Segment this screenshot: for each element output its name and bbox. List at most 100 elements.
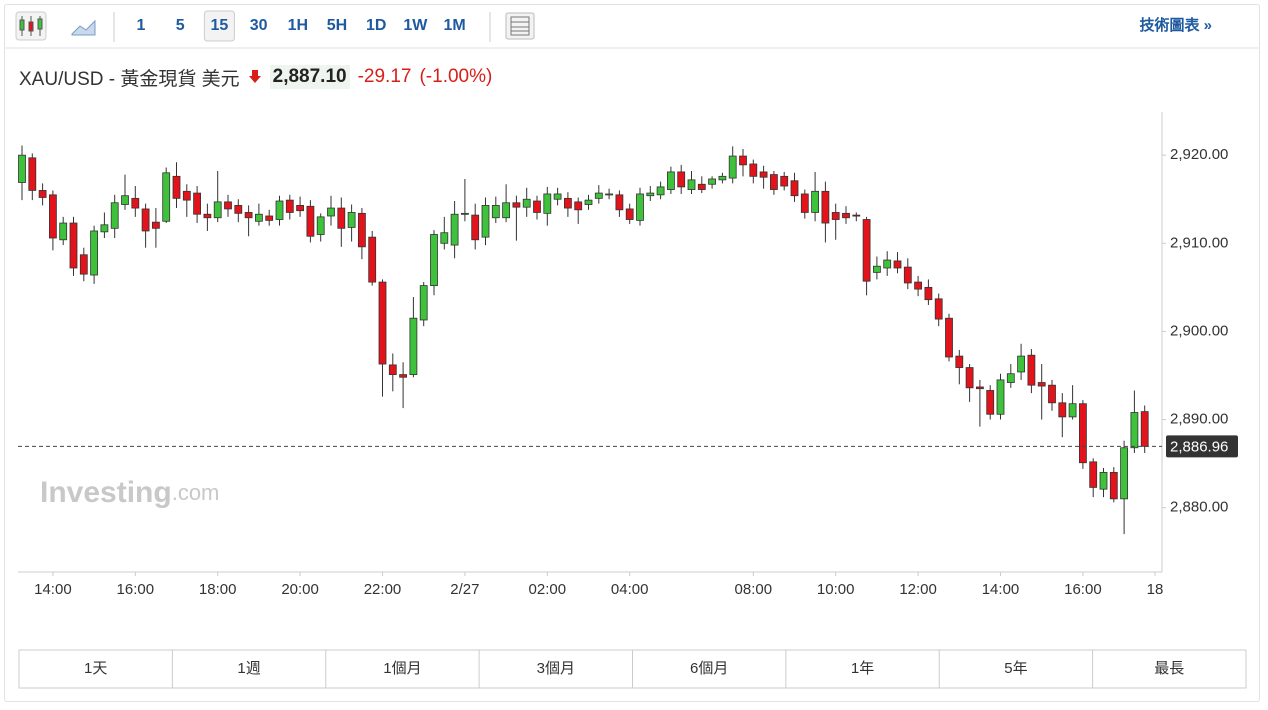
x-tick-label: 2/27 (450, 581, 479, 598)
candle-body (368, 236, 377, 283)
interval-button[interactable]: 1D (366, 17, 386, 34)
candle-body (306, 205, 315, 237)
candle-body (491, 205, 500, 219)
widget-frame (4, 4, 1260, 702)
candle-body (1027, 354, 1036, 386)
candle-body (893, 260, 902, 269)
candle-body (646, 192, 655, 197)
range-button[interactable]: 1天 (84, 660, 107, 677)
y-tick-label: 2,900.00 (1170, 322, 1228, 339)
interval-button[interactable]: 1M (443, 17, 465, 34)
interval-button[interactable]: 15 (211, 17, 229, 34)
candle-body (100, 224, 109, 233)
last-price-box (1166, 435, 1238, 458)
candle-body (584, 199, 593, 205)
x-tick-label: 16:00 (1064, 581, 1102, 598)
candle-body (512, 202, 521, 208)
candle-body (1058, 402, 1067, 418)
candle-body (172, 175, 181, 199)
candle-body (388, 364, 397, 376)
candle-body (193, 192, 202, 215)
candle-body (800, 193, 809, 213)
interval-button[interactable]: 1H (288, 17, 308, 34)
candle-body (759, 171, 768, 178)
candle-body (1079, 403, 1087, 464)
line-icon[interactable] (71, 19, 96, 36)
selected-interval (203, 10, 235, 42)
watermark-suffix: .com (172, 480, 220, 505)
candle-body (1140, 411, 1149, 447)
x-tick-label: 14:00 (982, 581, 1020, 598)
candle-body (862, 219, 871, 282)
y-tick-label: 2,920.00 (1170, 146, 1228, 163)
candle-body (224, 201, 232, 210)
range-button[interactable]: 3個月 (537, 660, 575, 677)
candle-body (1120, 447, 1128, 500)
candle-body (90, 230, 98, 276)
candle-body (615, 194, 624, 211)
technical-link[interactable]: 技術圖表 » (1139, 16, 1212, 34)
candle-body (275, 200, 284, 220)
candle-body (419, 285, 428, 321)
range-button[interactable]: 最長 (1154, 660, 1184, 677)
candle-body (574, 201, 583, 211)
candle-body (49, 194, 57, 239)
candle-body (357, 212, 366, 248)
last-price: 2,887.10 (269, 65, 350, 89)
interval-button[interactable]: 5 (176, 17, 185, 34)
candle-body (625, 208, 634, 220)
range-button[interactable]: 1週 (237, 660, 260, 677)
candle-body (1089, 461, 1098, 488)
candle-icon[interactable] (15, 11, 47, 41)
candle-body (667, 171, 675, 190)
range-button[interactable]: 1年 (851, 660, 874, 677)
candle-body (378, 281, 387, 365)
candle-body (553, 193, 562, 200)
candle-body (430, 234, 438, 287)
candle-body (296, 205, 305, 212)
candle-body (182, 190, 191, 201)
x-tick-label: 04:00 (611, 581, 649, 598)
candle-body (131, 197, 140, 209)
candle-body (728, 155, 737, 179)
candle-body (234, 205, 243, 214)
x-tick-label: 18 (1147, 581, 1164, 598)
candle-body (780, 175, 789, 187)
candle-body (59, 222, 68, 241)
candle-body (1006, 373, 1015, 383)
interval-button[interactable]: 1 (137, 17, 146, 34)
range-button[interactable]: 5年 (1004, 660, 1027, 677)
candle-body (79, 254, 88, 275)
y-tick-label: 2,880.00 (1170, 499, 1228, 516)
candle-body (924, 286, 933, 301)
x-tick-label: 20:00 (281, 581, 319, 598)
x-tick-label: 10:00 (817, 581, 855, 598)
x-tick-label: 02:00 (529, 581, 567, 598)
candle-body (811, 190, 819, 213)
range-button[interactable]: 6個月 (690, 660, 728, 677)
candle-body (450, 213, 459, 246)
watermark-brand: Investing (40, 476, 172, 509)
interval-button[interactable]: 30 (250, 17, 268, 34)
candle-body (934, 298, 943, 320)
candle-body (831, 212, 840, 220)
y-tick-label: 2,910.00 (1170, 234, 1228, 251)
candle-body (903, 266, 912, 284)
interval-button[interactable]: 1W (403, 17, 428, 34)
candle-body (18, 154, 26, 183)
candle-body (636, 193, 644, 221)
candle-body (28, 157, 37, 191)
quote-bar: XAU/USD - 黃金現貨 美元 2,887.10 -29.17 (-1.00… (19, 62, 492, 92)
table-icon[interactable] (505, 12, 535, 40)
range-button[interactable]: 1個月 (383, 660, 421, 677)
candle-body (976, 386, 984, 390)
candle-body (471, 214, 480, 241)
interval-button[interactable]: 5H (327, 17, 347, 34)
candle-body (399, 374, 408, 378)
x-tick-label: 18:00 (199, 581, 237, 598)
candle-body (1130, 412, 1139, 449)
candle-body (543, 193, 552, 214)
candle-body (203, 213, 212, 219)
candle-body (996, 379, 1005, 415)
